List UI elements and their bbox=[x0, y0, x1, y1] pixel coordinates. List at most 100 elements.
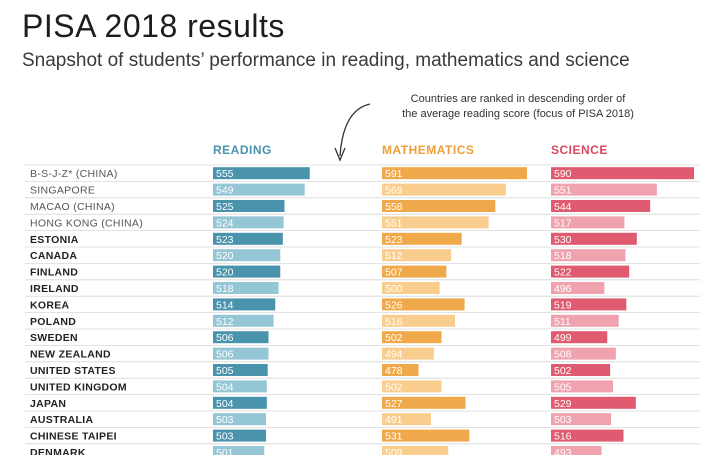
value-label-reading-japan: 504 bbox=[216, 398, 234, 410]
country-label-korea: KOREA bbox=[30, 299, 70, 311]
country-label-denmark: DENMARK bbox=[30, 447, 86, 455]
bar-mathematics-chinese-taipei bbox=[382, 429, 470, 442]
value-label-reading-poland: 512 bbox=[216, 316, 234, 328]
bar-science-ireland bbox=[551, 282, 605, 294]
value-label-reading-new-zealand: 506 bbox=[216, 349, 234, 361]
bar-reading-ireland bbox=[213, 282, 279, 294]
bar-science-b-s-j-z-china bbox=[551, 167, 695, 180]
value-label-mathematics-australia: 491 bbox=[385, 414, 403, 426]
value-label-reading-canada: 520 bbox=[216, 250, 234, 262]
bar-mathematics-australia bbox=[382, 413, 431, 426]
value-label-mathematics-chinese-taipei: 531 bbox=[385, 431, 403, 443]
value-label-science-canada: 518 bbox=[554, 250, 572, 262]
bar-mathematics-finland bbox=[382, 265, 447, 278]
page-subtitle: Snapshot of students’ performance in rea… bbox=[22, 50, 630, 71]
value-label-mathematics-poland: 516 bbox=[385, 316, 403, 328]
bar-reading-sweden bbox=[213, 331, 269, 344]
bar-science-hong-kong-china bbox=[551, 216, 625, 229]
value-label-reading-chinese-taipei: 503 bbox=[216, 431, 234, 443]
value-label-science-united-states: 502 bbox=[554, 365, 572, 377]
country-label-japan: JAPAN bbox=[30, 398, 66, 410]
value-label-mathematics-singapore: 569 bbox=[385, 185, 403, 197]
value-label-science-chinese-taipei: 516 bbox=[554, 431, 572, 443]
value-label-reading-b-s-j-z-china: 555 bbox=[216, 168, 234, 180]
value-label-science-ireland: 496 bbox=[554, 283, 572, 295]
bar-mathematics-hong-kong-china bbox=[382, 216, 489, 229]
value-label-mathematics-korea: 526 bbox=[385, 299, 403, 311]
value-label-mathematics-new-zealand: 494 bbox=[385, 349, 403, 361]
series-header-science: SCIENCE bbox=[551, 143, 608, 157]
country-label-new-zealand: NEW ZEALAND bbox=[30, 349, 111, 361]
bar-reading-canada bbox=[213, 249, 281, 262]
bar-science-new-zealand bbox=[551, 347, 616, 360]
value-label-science-b-s-j-z-china: 590 bbox=[554, 168, 572, 180]
bar-science-canada bbox=[551, 249, 626, 262]
value-label-science-new-zealand: 508 bbox=[554, 349, 572, 361]
country-label-chinese-taipei: CHINESE TAIPEI bbox=[30, 431, 117, 443]
bar-reading-b-s-j-z-china bbox=[213, 167, 310, 180]
bar-reading-japan bbox=[213, 396, 267, 409]
value-label-science-macao-china: 544 bbox=[554, 201, 572, 213]
bar-reading-poland bbox=[213, 314, 274, 327]
bar-science-chinese-taipei bbox=[551, 429, 624, 442]
bar-science-korea bbox=[551, 298, 627, 311]
value-label-reading-korea: 514 bbox=[216, 299, 234, 311]
value-label-science-denmark: 493 bbox=[554, 447, 572, 455]
bar-science-estonia bbox=[551, 232, 637, 245]
bar-science-denmark bbox=[551, 446, 602, 455]
value-label-science-finland: 522 bbox=[554, 267, 572, 279]
series-header-reading: READING bbox=[213, 143, 272, 157]
bar-reading-united-states bbox=[213, 364, 268, 376]
value-label-mathematics-estonia: 523 bbox=[385, 234, 403, 246]
value-label-mathematics-japan: 527 bbox=[385, 398, 403, 410]
value-label-reading-united-states: 505 bbox=[216, 365, 234, 377]
bar-science-finland bbox=[551, 265, 630, 278]
country-label-hong-kong-china: HONG KONG (CHINA) bbox=[30, 217, 143, 229]
value-label-science-estonia: 530 bbox=[554, 234, 572, 246]
value-label-mathematics-canada: 512 bbox=[385, 250, 403, 262]
country-label-united-kingdom: UNITED KINGDOM bbox=[30, 381, 127, 393]
value-label-mathematics-b-s-j-z-china: 591 bbox=[385, 168, 403, 180]
bar-reading-denmark bbox=[213, 446, 265, 455]
bar-mathematics-ireland bbox=[382, 282, 440, 294]
page-title: PISA 2018 results bbox=[22, 8, 285, 44]
value-label-reading-united-kingdom: 504 bbox=[216, 381, 234, 393]
bar-mathematics-b-s-j-z-china bbox=[382, 167, 527, 180]
bar-mathematics-macao-china bbox=[382, 200, 496, 212]
country-label-b-s-j-z-china: B-S-J-Z* (CHINA) bbox=[30, 168, 118, 180]
bar-mathematics-singapore bbox=[382, 183, 506, 196]
bar-mathematics-new-zealand bbox=[382, 347, 434, 360]
value-label-reading-denmark: 501 bbox=[216, 447, 234, 455]
value-label-science-sweden: 499 bbox=[554, 332, 572, 344]
value-label-mathematics-united-states: 478 bbox=[385, 365, 403, 377]
country-label-ireland: IRELAND bbox=[30, 283, 79, 295]
value-label-reading-singapore: 549 bbox=[216, 185, 234, 197]
country-label-canada: CANADA bbox=[30, 250, 77, 262]
country-label-poland: POLAND bbox=[30, 316, 76, 328]
ranking-note: Countries are ranked in descending order… bbox=[368, 92, 668, 122]
country-label-united-states: UNITED STATES bbox=[30, 365, 116, 377]
country-label-singapore: SINGAPORE bbox=[30, 185, 95, 197]
value-label-science-japan: 529 bbox=[554, 398, 572, 410]
bar-science-singapore bbox=[551, 183, 657, 196]
value-label-mathematics-hong-kong-china: 551 bbox=[385, 217, 403, 229]
country-label-australia: AUSTRALIA bbox=[30, 414, 93, 426]
ranking-note-line-1: Countries are ranked in descending order… bbox=[410, 93, 626, 105]
country-label-macao-china: MACAO (CHINA) bbox=[30, 201, 115, 213]
value-label-mathematics-united-kingdom: 502 bbox=[385, 381, 403, 393]
value-label-mathematics-finland: 507 bbox=[385, 267, 403, 279]
country-label-sweden: SWEDEN bbox=[30, 332, 78, 344]
bar-science-united-states bbox=[551, 364, 611, 376]
ranking-note-line-2: the average reading score (focus of PISA… bbox=[402, 108, 634, 120]
series-header-mathematics: MATHEMATICS bbox=[382, 143, 474, 157]
value-label-reading-macao-china: 525 bbox=[216, 201, 234, 213]
value-label-science-united-kingdom: 505 bbox=[554, 381, 572, 393]
bar-science-australia bbox=[551, 413, 612, 426]
bar-science-united-kingdom bbox=[551, 380, 613, 393]
bar-reading-estonia bbox=[213, 232, 283, 245]
bar-mathematics-canada bbox=[382, 249, 452, 262]
value-label-science-hong-kong-china: 517 bbox=[554, 217, 572, 229]
bar-science-macao-china bbox=[551, 200, 651, 212]
bar-reading-finland bbox=[213, 265, 281, 278]
